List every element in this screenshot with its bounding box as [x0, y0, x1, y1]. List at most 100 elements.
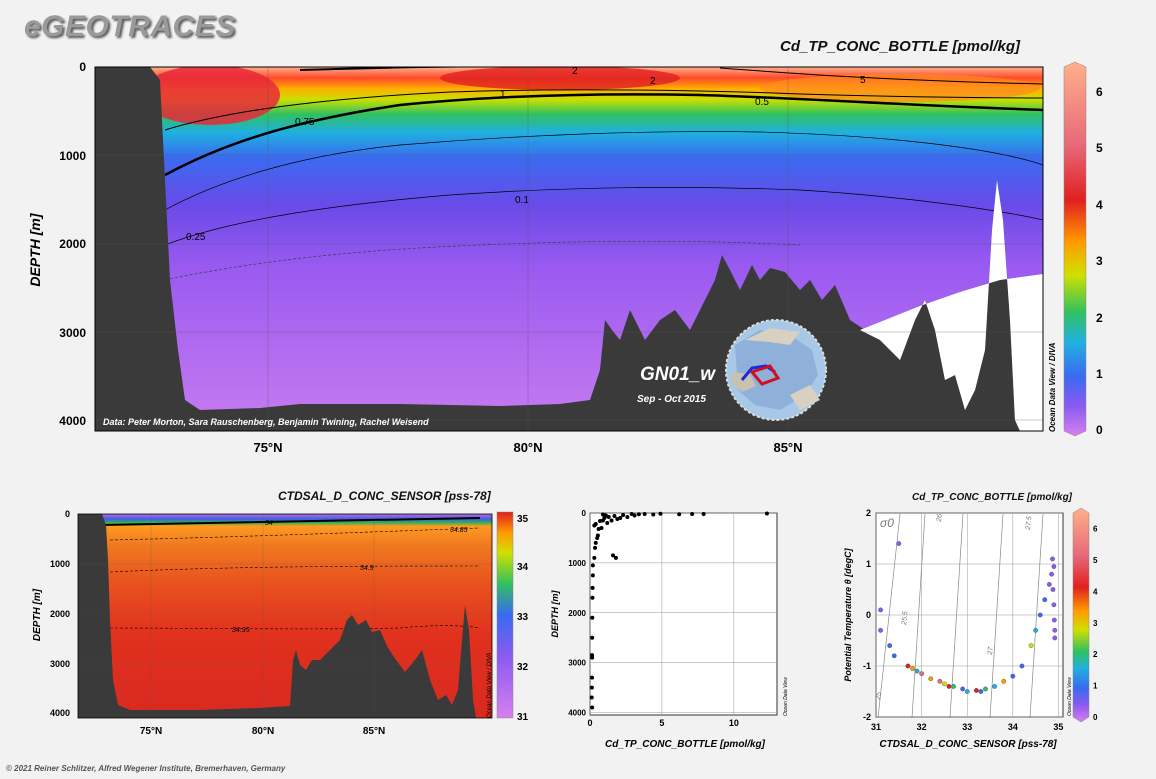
ts-xtick-33: 33	[962, 722, 972, 732]
colorbar-tick-5: 5	[1096, 141, 1103, 155]
ts-point	[1019, 663, 1025, 669]
profile-point	[596, 526, 601, 531]
profile-point	[621, 512, 626, 517]
contour-label-1: 1	[500, 89, 506, 100]
ts-point	[1051, 564, 1057, 569]
sigma-theta-symbol: σ0	[880, 516, 894, 530]
ts-grid	[875, 512, 1063, 718]
ts-point	[1033, 627, 1038, 633]
ts-point	[978, 689, 984, 694]
ts-point	[928, 676, 934, 682]
ts-xtick-35: 35	[1053, 722, 1063, 732]
ts-ytick-1: 1	[866, 559, 871, 569]
salinity-grid	[78, 514, 492, 718]
sal-label-34-95: 34.95	[232, 627, 250, 634]
profile-point	[590, 615, 595, 620]
ts-point	[1050, 587, 1056, 592]
ts-xtick-31: 31	[871, 722, 881, 732]
sal-cbar-34: 34	[517, 562, 529, 573]
salinity-colorbar: 35 34 33 32 31 Ocean Data View / DIVA	[487, 511, 529, 723]
ts-ytick-m2: -2	[863, 712, 871, 722]
profile-point	[590, 573, 595, 578]
sal-cbar-32: 32	[517, 662, 529, 673]
iso-label-26: 26	[936, 514, 944, 524]
arctic-inset-map	[725, 319, 827, 421]
prof-y-axis-label: DEPTH [m]	[550, 589, 560, 637]
cruise-period: Sep - Oct 2015	[637, 394, 706, 405]
ts-side-label: Ocean Data View	[1067, 677, 1073, 716]
sal-xtick-75n: 75°N	[140, 726, 162, 737]
ts-point	[1028, 643, 1034, 648]
ts-chart-title: Cd_TP_CONC_BOTTLE [pmol/kg]	[912, 492, 1073, 503]
profile-point	[615, 516, 620, 521]
profile-point	[590, 705, 595, 710]
profile-grid	[589, 512, 777, 715]
colorbar-tick-0: 0	[1096, 423, 1103, 437]
ts-point	[942, 681, 947, 687]
ts-point	[1052, 627, 1058, 633]
profile-point	[590, 595, 595, 600]
main-grid	[95, 67, 1043, 431]
main-xtick-85n: 85°N	[773, 440, 802, 455]
profile-point	[612, 513, 617, 518]
profile-point	[642, 511, 647, 516]
sal-label-34: 34	[265, 520, 273, 527]
ts-colorbar-ticks: 0 1 2 3 4 5 6	[1093, 525, 1098, 722]
ts-point	[937, 678, 943, 684]
ts-point	[1051, 617, 1057, 623]
profile-point	[603, 513, 608, 518]
ts-point	[910, 666, 915, 671]
ts-point	[1051, 602, 1057, 608]
ts-point	[964, 689, 970, 694]
profile-point	[605, 520, 610, 525]
isopycnals	[877, 513, 1044, 719]
main-xtick-80n: 80°N	[513, 440, 542, 455]
prof-xtick-0: 0	[587, 718, 592, 728]
prof-ytick-2000: 2000	[568, 609, 586, 618]
ts-point	[1052, 635, 1058, 641]
sal-ytick-4000: 4000	[50, 708, 70, 718]
profile-point	[593, 540, 598, 545]
sal-ytick-2000: 2000	[50, 609, 70, 619]
profile-point	[592, 555, 597, 560]
profile-point	[764, 511, 769, 516]
ts-xtick-34: 34	[1008, 722, 1018, 732]
sal-label-34-85: 34.85	[450, 527, 468, 534]
isopycnal-labels: 25.5 27 27.5 26 25	[875, 514, 1034, 702]
ts-cbar-3: 3	[1093, 619, 1098, 628]
main-y-ticks: 0 1000 2000 3000 4000	[59, 60, 86, 428]
ts-point	[896, 541, 902, 546]
main-xtick-75n: 75°N	[253, 440, 282, 455]
prof-ytick-0: 0	[582, 509, 587, 518]
colorbar-tick-1: 1	[1096, 367, 1103, 381]
prof-xtick-5: 5	[659, 718, 664, 728]
salinity-y-ticks: 0 1000 2000 3000 4000	[50, 509, 70, 718]
profile-point	[589, 695, 594, 700]
ts-point	[1037, 612, 1043, 618]
main-ytick-3000: 3000	[59, 326, 86, 340]
ts-scatter-plot: 25.5 27 27.5 26 25 σ0 31 32 33 34 35 2 1…	[843, 507, 1098, 750]
contour-label-0-1: 0.1	[515, 195, 529, 206]
main-side-label: Ocean Data View / DIVA	[1048, 342, 1057, 432]
egeotraces-logo: eGEOTRACES	[24, 10, 236, 43]
salinity-colorbar-ticks: 35 34 33 32 31	[517, 514, 529, 723]
contour-label-0-75: 0.75	[295, 117, 315, 128]
ts-cbar-1: 1	[1093, 682, 1098, 691]
sal-ytick-0: 0	[65, 509, 70, 519]
ts-ytick-0: 0	[866, 610, 871, 620]
ts-point	[960, 686, 966, 692]
salinity-contours	[99, 517, 481, 630]
ts-point	[1042, 597, 1048, 603]
salinity-x-ticks: 75°N 80°N 85°N	[140, 726, 385, 737]
ts-y-axis-label: Potential Temperature θ [degC]	[843, 547, 853, 681]
profile-point	[701, 511, 706, 516]
ts-point	[973, 688, 979, 693]
ts-point	[1050, 556, 1055, 562]
sal-xtick-85n: 85°N	[363, 726, 385, 737]
profile-x-ticks: 0 5 10	[587, 718, 738, 728]
profile-point	[593, 545, 598, 550]
sal-ytick-3000: 3000	[50, 659, 70, 669]
prof-ytick-4000: 4000	[568, 709, 586, 718]
sal-label-34-9: 34.9	[360, 565, 374, 572]
prof-ytick-1000: 1000	[568, 559, 586, 568]
